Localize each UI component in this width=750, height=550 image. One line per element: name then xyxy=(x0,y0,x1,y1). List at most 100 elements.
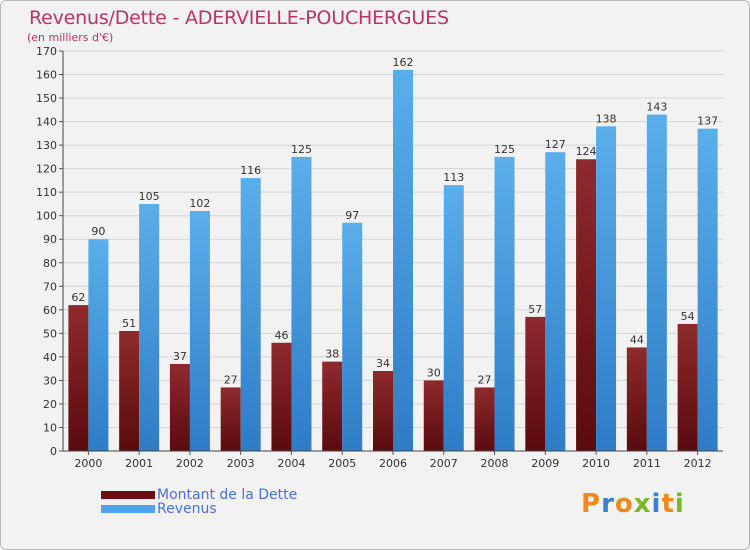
y-tick-label: 130 xyxy=(36,139,57,152)
logo-letter: t xyxy=(661,489,675,519)
bar-revenue xyxy=(697,128,718,451)
y-tick-label: 170 xyxy=(36,45,57,58)
bar-debt xyxy=(271,342,292,451)
data-label-debt: 37 xyxy=(173,350,187,363)
bar-debt xyxy=(423,380,444,451)
legend-swatch-debt xyxy=(101,491,155,499)
proxiti-logo: Proxiti xyxy=(581,489,685,519)
data-label-revenue: 116 xyxy=(240,164,261,177)
logo-letter: o xyxy=(614,489,634,519)
bar-revenue xyxy=(443,185,464,451)
bar-debt xyxy=(525,316,546,451)
x-tick-label: 2005 xyxy=(328,457,356,470)
x-tick-label: 2008 xyxy=(481,457,509,470)
legend-item-revenue: Revenus xyxy=(101,501,217,517)
y-tick-label: 20 xyxy=(43,398,57,411)
data-label-revenue: 125 xyxy=(494,143,515,156)
chart-subtitle: (en milliers d'€) xyxy=(27,31,114,44)
bar-revenue xyxy=(596,126,617,451)
y-tick-label: 120 xyxy=(36,163,57,176)
y-tick-label: 0 xyxy=(50,445,57,458)
data-label-revenue: 97 xyxy=(345,209,359,222)
data-label-debt: 62 xyxy=(71,291,85,304)
data-label-debt: 34 xyxy=(376,357,390,370)
bar-revenue xyxy=(240,178,261,451)
data-label-debt: 44 xyxy=(630,333,644,346)
bar-debt xyxy=(322,361,343,451)
x-tick-label: 2007 xyxy=(430,457,458,470)
bar-debt xyxy=(169,363,190,451)
logo-letter: i xyxy=(651,489,662,519)
x-tick-label: 2010 xyxy=(582,457,610,470)
y-tick-label: 100 xyxy=(36,210,57,223)
bar-debt xyxy=(119,331,140,451)
y-tick-label: 80 xyxy=(43,257,57,270)
y-tick-label: 10 xyxy=(43,421,57,434)
bar-debt xyxy=(626,347,647,451)
data-label-debt: 27 xyxy=(224,373,238,386)
bar-debt xyxy=(677,323,698,451)
data-label-debt: 57 xyxy=(528,303,542,316)
data-label-debt: 27 xyxy=(478,373,492,386)
bar-revenue xyxy=(342,222,363,451)
bar-debt xyxy=(68,305,89,451)
x-tick-label: 2000 xyxy=(74,457,102,470)
data-label-revenue: 162 xyxy=(393,56,414,69)
bar-revenue xyxy=(494,156,515,451)
y-tick-label: 40 xyxy=(43,351,57,364)
y-tick-label: 160 xyxy=(36,69,57,82)
data-labels: 62 90 51 105 37 102 27 116 46 125 38 97 34 162 30 113 27… xyxy=(71,56,718,387)
data-label-debt: 124 xyxy=(576,145,597,158)
x-tick-label: 2001 xyxy=(125,457,153,470)
bar-revenue xyxy=(646,114,667,451)
x-tick-label: 2002 xyxy=(176,457,204,470)
data-label-debt: 38 xyxy=(325,348,339,361)
axes: 0 10 20 30 40 50 60 70 80 90 100 110 120 130 140 150 160… xyxy=(36,45,723,470)
x-tick-label: 2004 xyxy=(277,457,305,470)
bar-revenue xyxy=(393,69,413,451)
data-label-revenue: 125 xyxy=(291,143,312,156)
bar-debt xyxy=(220,387,241,451)
data-label-debt: 51 xyxy=(122,317,136,330)
data-label-revenue: 102 xyxy=(189,197,210,210)
bars xyxy=(68,69,718,452)
y-tick-label: 50 xyxy=(43,327,57,340)
data-label-debt: 46 xyxy=(274,329,288,342)
y-tick-label: 30 xyxy=(43,374,57,387)
y-tick-label: 110 xyxy=(36,186,57,199)
legend-label-revenue: Revenus xyxy=(157,501,217,517)
logo-letter: x xyxy=(633,489,652,519)
logo-letter: i xyxy=(674,489,685,519)
y-tick-label: 140 xyxy=(36,116,57,129)
data-label-debt: 54 xyxy=(681,310,695,323)
logo-letter: P xyxy=(581,489,602,519)
data-label-revenue: 105 xyxy=(139,190,160,203)
chart-title: Revenus/Dette - ADERVIELLE-POUCHERGUES xyxy=(29,7,449,29)
legend-label-debt: Montant de la Dette xyxy=(157,487,298,503)
x-tick-label: 2009 xyxy=(531,457,559,470)
data-label-revenue: 143 xyxy=(646,101,667,114)
bar-debt xyxy=(474,387,495,451)
bar-debt xyxy=(373,371,393,451)
bar-revenue xyxy=(88,239,109,451)
data-label-debt: 30 xyxy=(427,366,441,379)
data-label-revenue: 138 xyxy=(596,112,617,125)
legend-item-debt: Montant de la Dette xyxy=(101,487,298,503)
bar-debt xyxy=(576,159,597,451)
y-tick-label: 60 xyxy=(43,304,57,317)
data-label-revenue: 90 xyxy=(91,225,105,238)
y-tick-label: 70 xyxy=(43,280,57,293)
bar-revenue xyxy=(545,152,566,452)
y-tick-label: 90 xyxy=(43,233,57,246)
bar-revenue xyxy=(139,203,160,451)
x-tick-label: 2006 xyxy=(379,457,407,470)
x-tick-label: 2012 xyxy=(684,457,712,470)
bar-revenue xyxy=(291,156,312,451)
x-tick-label: 2003 xyxy=(227,457,255,470)
data-label-revenue: 113 xyxy=(443,171,464,184)
legend-swatch-revenue xyxy=(101,505,155,513)
bar-revenue xyxy=(189,211,210,451)
data-label-revenue: 127 xyxy=(545,138,566,151)
logo-letter: r xyxy=(601,489,615,519)
